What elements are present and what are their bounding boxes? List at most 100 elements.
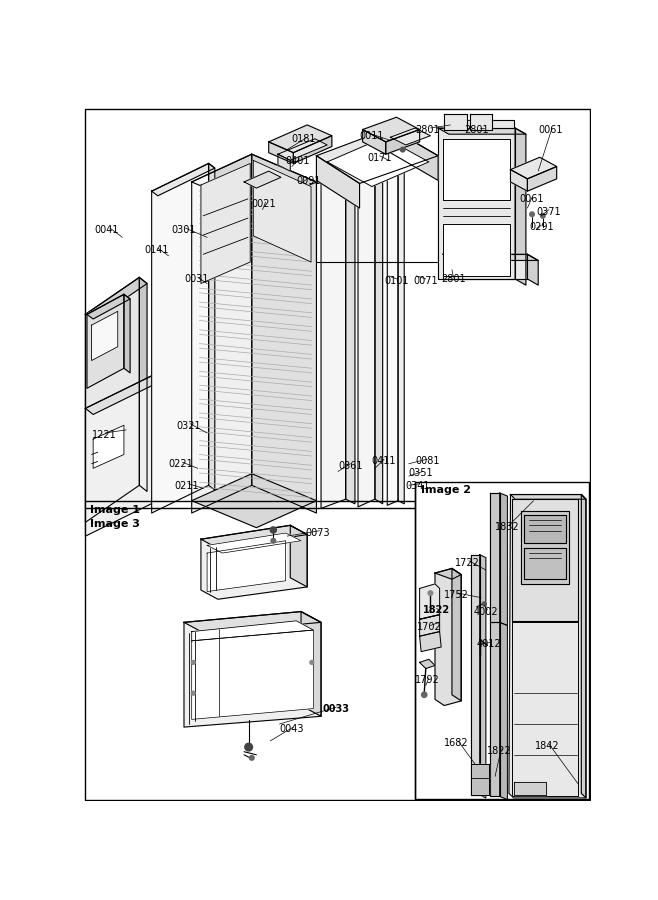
Polygon shape — [388, 165, 398, 505]
Text: Image 1: Image 1 — [90, 505, 140, 516]
Text: 0081: 0081 — [415, 456, 440, 466]
Polygon shape — [443, 255, 538, 260]
Polygon shape — [278, 154, 290, 171]
Text: 0091: 0091 — [296, 176, 321, 185]
Text: 2801: 2801 — [441, 274, 466, 284]
Polygon shape — [253, 160, 311, 262]
Text: 1822: 1822 — [488, 745, 512, 756]
Circle shape — [482, 602, 486, 606]
Polygon shape — [358, 165, 375, 507]
Polygon shape — [420, 615, 440, 636]
Text: 0351: 0351 — [409, 468, 434, 479]
Polygon shape — [511, 169, 528, 191]
Polygon shape — [438, 128, 526, 134]
Polygon shape — [268, 142, 293, 164]
Polygon shape — [207, 533, 301, 554]
Text: 0073: 0073 — [306, 527, 330, 537]
Polygon shape — [293, 136, 332, 164]
Text: 0041: 0041 — [95, 225, 119, 235]
Polygon shape — [301, 612, 321, 716]
Text: 2801: 2801 — [465, 125, 489, 135]
Circle shape — [540, 213, 545, 218]
Circle shape — [191, 691, 195, 695]
Polygon shape — [420, 632, 441, 652]
Text: 0291: 0291 — [529, 222, 553, 232]
Polygon shape — [490, 623, 499, 796]
Polygon shape — [512, 500, 578, 621]
Polygon shape — [93, 425, 124, 468]
Polygon shape — [470, 114, 492, 130]
Polygon shape — [191, 154, 316, 210]
Circle shape — [400, 148, 405, 152]
Polygon shape — [390, 128, 438, 180]
Circle shape — [422, 692, 427, 698]
Polygon shape — [244, 171, 281, 188]
Text: 0181: 0181 — [291, 134, 316, 144]
Polygon shape — [201, 164, 250, 284]
Polygon shape — [321, 166, 345, 508]
Polygon shape — [388, 165, 404, 173]
Polygon shape — [316, 128, 438, 184]
Polygon shape — [91, 311, 118, 361]
Text: 0141: 0141 — [144, 245, 168, 255]
Polygon shape — [191, 630, 313, 719]
Polygon shape — [528, 255, 538, 285]
Text: 0061: 0061 — [538, 125, 563, 135]
Polygon shape — [420, 660, 435, 669]
Text: 0411: 0411 — [372, 456, 396, 466]
Polygon shape — [471, 764, 489, 795]
Polygon shape — [386, 130, 420, 154]
Text: 4012: 4012 — [476, 639, 501, 649]
Polygon shape — [207, 541, 286, 591]
Polygon shape — [139, 277, 147, 491]
Polygon shape — [252, 154, 316, 513]
Polygon shape — [321, 166, 355, 180]
Polygon shape — [499, 493, 507, 626]
Polygon shape — [184, 612, 321, 727]
Text: 0321: 0321 — [176, 420, 201, 430]
Polygon shape — [184, 612, 321, 633]
Polygon shape — [444, 114, 467, 130]
Polygon shape — [363, 130, 386, 154]
Polygon shape — [201, 526, 307, 599]
Circle shape — [310, 661, 314, 664]
Text: 0101: 0101 — [384, 276, 409, 286]
Text: 0171: 0171 — [367, 153, 392, 163]
Polygon shape — [209, 164, 215, 490]
Text: 1221: 1221 — [91, 430, 116, 440]
Circle shape — [271, 538, 276, 543]
Text: 0371: 0371 — [537, 207, 561, 217]
Text: 0211: 0211 — [175, 481, 199, 491]
Polygon shape — [390, 128, 430, 145]
Circle shape — [428, 590, 433, 596]
Text: 0401: 0401 — [286, 156, 310, 166]
Text: 0033: 0033 — [322, 704, 349, 714]
Text: 0341: 0341 — [406, 481, 430, 491]
Polygon shape — [268, 125, 332, 153]
Polygon shape — [191, 154, 252, 513]
Polygon shape — [443, 139, 511, 201]
Polygon shape — [528, 166, 557, 191]
Polygon shape — [435, 569, 461, 706]
Polygon shape — [86, 277, 139, 522]
Polygon shape — [87, 294, 130, 319]
Polygon shape — [512, 623, 578, 796]
Polygon shape — [87, 294, 124, 388]
Text: 0043: 0043 — [280, 724, 304, 734]
Bar — [415, 482, 589, 799]
Circle shape — [530, 212, 534, 217]
Polygon shape — [509, 494, 586, 798]
Polygon shape — [278, 139, 327, 160]
Polygon shape — [420, 584, 440, 619]
Text: 0361: 0361 — [338, 461, 363, 471]
Text: 1702: 1702 — [417, 623, 442, 633]
Polygon shape — [151, 164, 215, 196]
Polygon shape — [515, 128, 526, 285]
Text: 0301: 0301 — [172, 225, 196, 235]
Text: 2801: 2801 — [415, 125, 440, 135]
Polygon shape — [201, 526, 307, 548]
Polygon shape — [499, 623, 507, 799]
Polygon shape — [490, 493, 499, 623]
Text: 1842: 1842 — [535, 741, 560, 751]
Text: 1792: 1792 — [415, 675, 440, 685]
